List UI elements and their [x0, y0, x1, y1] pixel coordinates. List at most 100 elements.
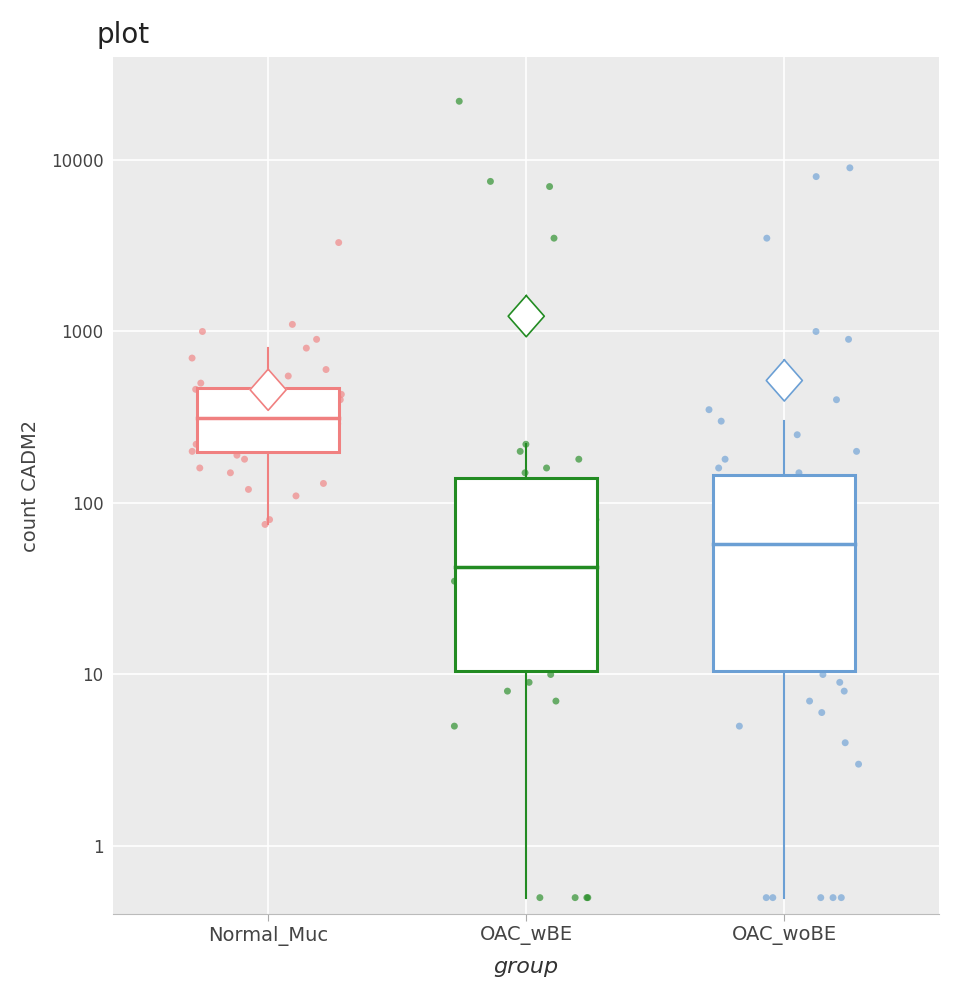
Point	[558, 555, 573, 571]
Point	[792, 522, 807, 538]
Bar	[197, 387, 339, 452]
Point	[311, 397, 326, 413]
Point	[288, 488, 303, 504]
Point	[822, 598, 837, 614]
Point	[483, 174, 498, 190]
Point	[285, 316, 300, 332]
Point	[282, 404, 298, 420]
Point	[517, 465, 533, 481]
Point	[814, 705, 829, 721]
Point	[193, 375, 208, 391]
Point	[528, 503, 543, 519]
Point	[826, 889, 841, 905]
Point	[725, 547, 740, 563]
Point	[325, 388, 341, 404]
Point	[303, 413, 319, 429]
Point	[561, 488, 576, 504]
Point	[808, 323, 824, 339]
Point	[733, 507, 749, 523]
Point	[849, 443, 864, 459]
Point	[574, 522, 589, 538]
Point	[717, 451, 732, 467]
Point	[541, 179, 557, 195]
Point	[763, 516, 779, 532]
Point	[759, 231, 775, 247]
Point	[334, 386, 349, 402]
Point	[747, 563, 762, 579]
Point	[830, 499, 846, 515]
Point	[815, 667, 830, 683]
Point	[756, 615, 772, 631]
Point	[723, 590, 738, 606]
Point	[841, 331, 856, 347]
Bar	[713, 475, 855, 671]
Point	[330, 416, 346, 432]
Point	[710, 540, 726, 556]
Point	[571, 451, 587, 467]
Point	[813, 889, 828, 905]
Point	[548, 693, 564, 709]
Point	[728, 637, 743, 653]
Point	[828, 392, 844, 408]
Point	[843, 495, 858, 511]
Point	[184, 350, 200, 366]
Point	[241, 481, 256, 497]
Point	[851, 756, 866, 772]
Point	[521, 675, 537, 691]
Point	[316, 475, 331, 491]
Point	[184, 443, 200, 459]
Point	[223, 465, 238, 481]
Point	[238, 430, 253, 446]
Point	[776, 475, 791, 491]
Point	[481, 533, 496, 549]
Point	[808, 169, 824, 185]
Point	[832, 675, 848, 691]
Bar	[455, 478, 597, 671]
Point	[446, 573, 462, 589]
Point	[532, 889, 547, 905]
Point	[765, 889, 780, 905]
Point	[842, 160, 857, 176]
Polygon shape	[508, 295, 544, 336]
Point	[836, 684, 852, 700]
Point	[711, 573, 727, 589]
X-axis label: group: group	[493, 957, 559, 977]
Point	[220, 408, 235, 424]
Point	[192, 460, 207, 476]
Point	[229, 447, 245, 463]
Point	[789, 427, 804, 443]
Point	[446, 719, 462, 735]
Polygon shape	[250, 369, 286, 410]
Point	[579, 889, 594, 905]
Point	[580, 889, 595, 905]
Point	[702, 402, 717, 418]
Point	[821, 555, 836, 571]
Point	[277, 424, 293, 440]
Point	[711, 460, 727, 476]
Point	[552, 623, 567, 639]
Text: plot: plot	[97, 21, 150, 49]
Point	[562, 585, 577, 601]
Point	[546, 231, 562, 247]
Point	[459, 563, 474, 579]
Point	[257, 516, 273, 532]
Point	[758, 889, 774, 905]
Point	[811, 503, 827, 519]
Point	[513, 443, 528, 459]
Point	[573, 598, 588, 614]
Point	[483, 637, 498, 653]
Point	[567, 889, 583, 905]
Point	[773, 481, 788, 497]
Point	[728, 527, 743, 543]
Y-axis label: count CADM2: count CADM2	[21, 419, 39, 552]
Point	[295, 402, 310, 418]
Point	[563, 615, 578, 631]
Point	[726, 585, 741, 601]
Point	[332, 392, 348, 408]
Point	[195, 323, 210, 339]
Point	[188, 381, 204, 397]
Point	[299, 340, 314, 356]
Point	[253, 427, 269, 443]
Point	[500, 684, 516, 700]
Point	[834, 653, 850, 669]
